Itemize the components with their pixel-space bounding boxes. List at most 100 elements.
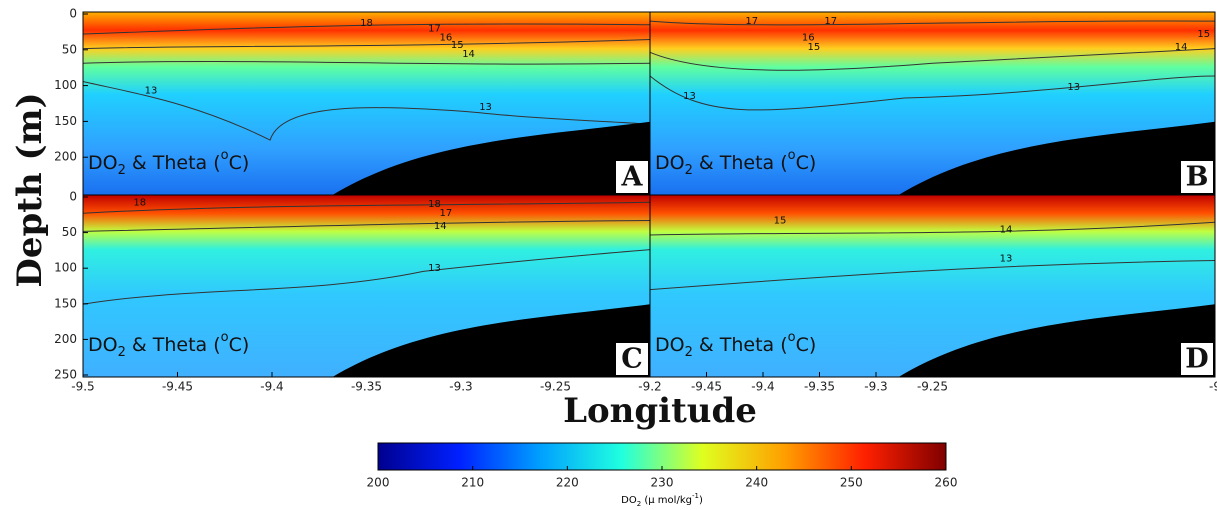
title-part: & Theta ( xyxy=(693,334,788,356)
x-tick-label: -9.3 xyxy=(449,380,472,394)
y-tick-label: 150 xyxy=(54,114,77,128)
contour-label: 13 xyxy=(683,91,696,102)
contour-label: 17 xyxy=(745,16,758,27)
contour-line xyxy=(649,20,1216,26)
label-part: -1 xyxy=(692,492,699,500)
y-axis-label: Depth (m) xyxy=(10,92,50,287)
seafloor xyxy=(898,121,1215,195)
label-part: DO xyxy=(621,495,637,506)
contour-label: 14 xyxy=(462,49,475,60)
panel-letter: A xyxy=(621,162,644,193)
letter-box xyxy=(616,161,648,193)
contour-line xyxy=(82,81,651,141)
x-tick-label: -9.3 xyxy=(864,380,887,394)
colorbar-tick-label: 230 xyxy=(651,476,674,490)
contour-label: 18 xyxy=(360,18,373,29)
colorbar-tick-label: 260 xyxy=(935,476,958,490)
x-tick-label: -9.35 xyxy=(804,380,835,394)
y-tick-label: 50 xyxy=(62,225,77,239)
contour-label: 17 xyxy=(440,208,453,219)
x-tick-label: -9.35 xyxy=(351,380,382,394)
contour-label: 18 xyxy=(133,197,146,208)
x-tick-label: -9 xyxy=(1209,380,1217,394)
contour-line xyxy=(82,39,651,50)
title-part: 2 xyxy=(685,163,693,178)
title-part: o xyxy=(788,330,796,345)
y-tick-label: 100 xyxy=(54,261,77,275)
contour-label: 13 xyxy=(479,102,492,113)
contour-line xyxy=(82,23,651,35)
panel-letter: C xyxy=(621,344,643,375)
x-axis-label: Longitude xyxy=(563,391,757,431)
seafloor xyxy=(898,304,1215,377)
title-part: o xyxy=(221,148,229,163)
title-part: C) xyxy=(229,152,250,174)
title-part: 2 xyxy=(118,345,126,360)
contour-line xyxy=(649,221,1216,236)
y-tick-label: 150 xyxy=(54,296,77,310)
title-part: C) xyxy=(796,152,817,174)
label-part: ) xyxy=(699,495,703,506)
y-tick-label: 200 xyxy=(54,150,77,164)
seafloor xyxy=(332,121,650,195)
x-tick-label: -9.25 xyxy=(917,380,948,394)
y-tick-label: 0 xyxy=(69,7,77,21)
panel-letter: D xyxy=(1185,344,1208,375)
contour-line xyxy=(82,201,651,214)
colorbar-tick-label: 220 xyxy=(556,476,579,490)
title-part: DO xyxy=(655,152,685,174)
y-tick-label: 250 xyxy=(54,368,77,382)
colorbar-tick-label: 240 xyxy=(745,476,768,490)
contour-label: 17 xyxy=(824,16,837,27)
contour-label: 16 xyxy=(802,33,815,44)
title-part: o xyxy=(788,148,796,163)
x-tick-label: -9.4 xyxy=(751,380,774,394)
colorbar-tick-label: 200 xyxy=(367,476,390,490)
title-part: 2 xyxy=(118,163,126,178)
colorbar-label: DO2 (μ mol/kg-1) xyxy=(621,492,703,508)
x-tick-label: -9.4 xyxy=(260,380,283,394)
seafloor xyxy=(332,304,650,377)
y-tick-label: 0 xyxy=(69,190,77,204)
contour-line xyxy=(82,60,651,65)
title-part: DO xyxy=(88,152,118,174)
title-part: C) xyxy=(796,334,817,356)
x-tick-label: -9.5 xyxy=(71,380,94,394)
panel-title: DO2 & Theta (oC) xyxy=(88,148,249,178)
panel-title: DO2 & Theta (oC) xyxy=(655,330,816,360)
contour-label: 16 xyxy=(440,33,453,44)
contour-line xyxy=(82,220,651,232)
contour-label: 14 xyxy=(1000,225,1013,236)
panel-title: DO2 & Theta (oC) xyxy=(88,330,249,360)
panel-title: DO2 & Theta (oC) xyxy=(655,148,816,178)
contour-label: 13 xyxy=(1000,254,1013,265)
x-tick-label: -9.45 xyxy=(162,380,193,394)
y-tick-label: 200 xyxy=(54,332,77,346)
title-part: & Theta ( xyxy=(126,152,221,174)
letter-box xyxy=(616,343,648,375)
title-part: C) xyxy=(229,334,250,356)
title-part: 2 xyxy=(685,345,693,360)
contour-label: 13 xyxy=(145,86,158,97)
contour-label: 13 xyxy=(1067,82,1080,93)
contour-label: 15 xyxy=(1197,29,1210,40)
label-part: 2 xyxy=(637,500,641,508)
panel: 15 14 13 DO2 & Theta (oC) D -9.45 -9.4 -9.35 -9.… xyxy=(649,194,1217,394)
x-tick-label: -9.45 xyxy=(691,380,722,394)
contour-label: 17 xyxy=(428,23,441,34)
contour-label: 13 xyxy=(428,263,441,274)
panel-letter: B xyxy=(1186,162,1209,193)
contour-line xyxy=(649,48,1216,71)
x-tick-label: -9.25 xyxy=(540,380,571,394)
letter-box xyxy=(1181,161,1213,193)
title-part: & Theta ( xyxy=(126,334,221,356)
contour-label: 15 xyxy=(807,42,820,53)
contour-label: 14 xyxy=(434,221,447,232)
y-tick-label: 100 xyxy=(54,78,77,92)
x-tick-label: -9.2 xyxy=(638,380,661,394)
colorbar xyxy=(377,442,947,471)
contour-label: 18 xyxy=(428,199,441,210)
